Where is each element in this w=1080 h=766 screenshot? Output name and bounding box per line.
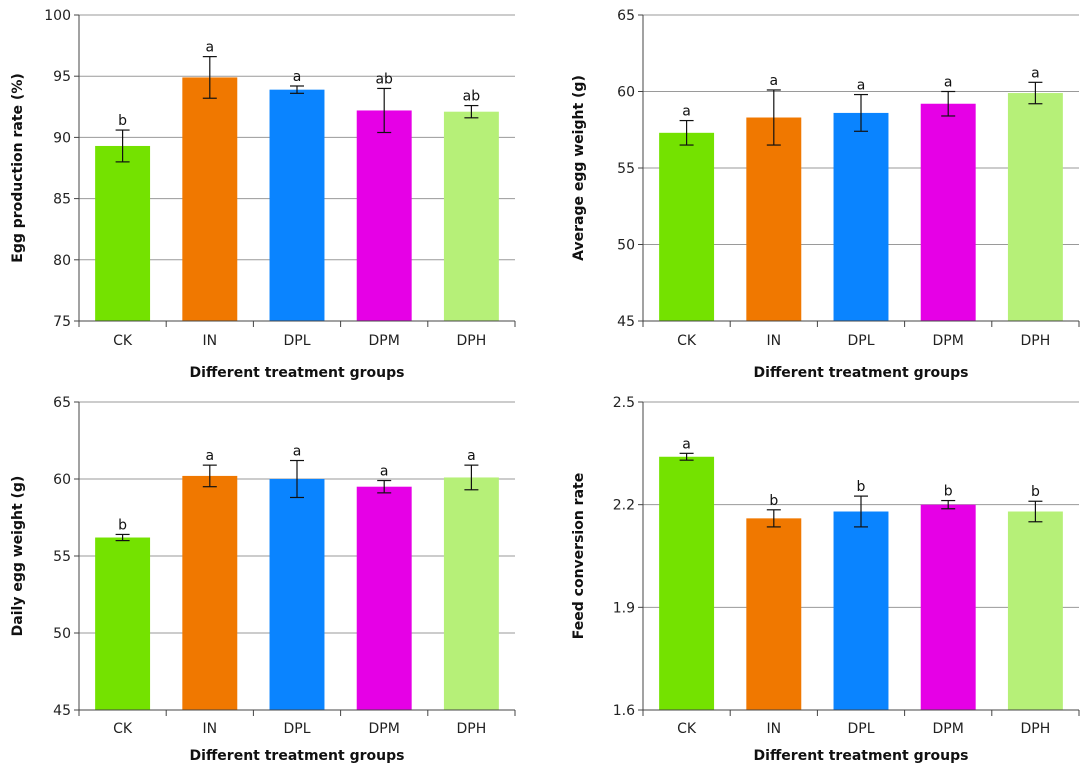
significance-label: a [857,78,866,94]
bar-dph [443,111,499,321]
x-tick-label: DPL [283,721,310,737]
bar-dpm [356,486,412,710]
bar-in [182,77,238,321]
significance-label: a [380,464,389,480]
x-tick-label: DPM [369,333,400,349]
y-tick-label: 60 [53,472,71,488]
x-tick-label: CK [677,721,697,737]
x-tick-label: DPM [369,721,400,737]
significance-label: a [206,40,215,56]
y-tick-label: 1.6 [613,703,635,719]
bar-ck [95,537,151,710]
bar-in [746,117,802,321]
y-tick-label: 55 [53,549,71,565]
significance-label: a [467,448,476,464]
bar-dph [1007,93,1063,321]
bar-dpl [833,112,889,321]
significance-label: a [682,436,691,452]
significance-label: a [1031,65,1040,81]
y-tick-label: 95 [53,69,71,85]
y-tick-label: 90 [53,130,71,146]
significance-label: ab [375,71,393,87]
significance-label: b [857,479,866,495]
significance-label: a [206,448,215,464]
x-axis-title: Different treatment groups [190,365,405,381]
x-axis-title: Different treatment groups [190,748,405,764]
chart-panel-top-right: 45 50 55 60 65 a CK a IN a DPL a DPM a DPH Different tr… [571,8,1080,381]
x-tick-label: CK [677,333,697,349]
bar-dpl [269,89,325,321]
y-tick-label: 75 [53,314,71,330]
y-tick-label: 80 [53,253,71,269]
bar-ck [659,132,715,321]
significance-label: b [944,484,953,500]
x-tick-label: IN [766,333,781,349]
y-tick-label: 50 [53,626,71,642]
x-axis-title: Different treatment groups [754,365,969,381]
y-tick-label: 45 [617,314,635,330]
y-tick-label: 85 [53,192,71,208]
y-tick-label: 2.2 [613,498,635,514]
x-tick-label: DPL [847,333,874,349]
significance-label: b [1031,484,1040,500]
bar-dpm [920,103,976,322]
y-tick-label: 1.9 [613,600,635,616]
y-tick-label: 65 [617,8,635,24]
y-tick-label: 55 [617,161,635,177]
y-axis-title: Egg production rate (%) [10,73,26,263]
x-tick-label: DPM [933,721,964,737]
y-tick-label: 45 [53,703,71,719]
x-tick-label: DPL [847,721,874,737]
x-tick-label: DPM [933,333,964,349]
x-tick-label: IN [202,333,217,349]
bar-ck [95,145,151,321]
bar-in [746,518,802,710]
y-axis-title: Feed conversion rate [571,473,587,639]
bar-in [182,475,238,710]
significance-label: a [944,75,953,91]
x-tick-label: DPH [1021,333,1051,349]
bar-dpm [356,110,412,321]
significance-label: a [293,69,302,85]
x-tick-label: DPL [283,333,310,349]
chart-panel-top-left: 75 80 85 90 95 100 b CK a IN a DPL ab DPM ab DPH Differe… [10,8,516,381]
significance-label: b [118,517,127,533]
significance-label: b [118,113,127,129]
bar-dpm [920,504,976,710]
bar-dph [443,477,499,710]
significance-label: a [682,104,691,120]
significance-label: a [293,444,302,460]
x-tick-label: DPH [457,333,487,349]
y-axis-title: Daily egg weight (g) [10,476,26,637]
x-tick-label: DPH [1021,721,1051,737]
y-tick-label: 60 [617,85,635,101]
chart-panel-bottom-left: 45 50 55 60 65 b CK a IN a DPL a DPM a DPH Different tr… [10,395,516,764]
x-tick-label: CK [113,333,133,349]
y-tick-label: 50 [617,238,635,254]
significance-label: ab [463,89,481,105]
y-axis-title: Average egg weight (g) [571,75,587,261]
bar-ck [659,456,715,710]
x-tick-label: IN [202,721,217,737]
bar-dph [1007,511,1063,710]
significance-label: b [769,493,778,509]
bar-dpl [269,479,325,710]
bar-dpl [833,511,889,710]
y-tick-label: 100 [44,8,71,24]
x-tick-label: IN [766,721,781,737]
y-tick-label: 2.5 [613,395,635,411]
x-axis-title: Different treatment groups [754,748,969,764]
x-tick-label: CK [113,721,133,737]
significance-label: a [770,73,779,89]
chart-panel-bottom-right: 1.6 1.9 2.2 2.5 a CK b IN b DPL b DPM b DPH Different … [571,395,1080,764]
y-tick-label: 65 [53,395,71,411]
x-tick-label: DPH [457,721,487,737]
